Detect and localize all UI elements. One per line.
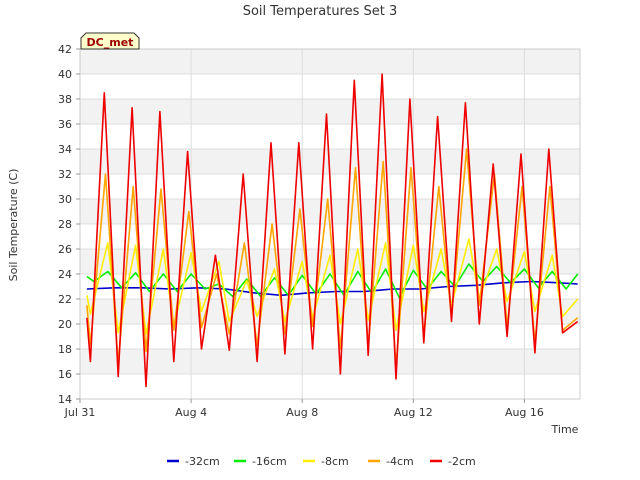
- legend-label: -32cm: [185, 455, 220, 468]
- series-line-minus-2cm: [86, 73, 579, 388]
- legend-label: -16cm: [252, 455, 287, 468]
- y-tick-label: 18: [58, 343, 72, 356]
- y-tick-label: 38: [58, 93, 72, 106]
- site-label-badge: DC_met: [80, 32, 140, 50]
- y-tick-label: 20: [58, 318, 72, 331]
- x-tick-label: Jul 31: [64, 406, 96, 419]
- y-tick-label: 14: [58, 393, 72, 406]
- plot-band: [80, 349, 580, 374]
- x-tick-label: Aug 8: [286, 406, 318, 419]
- y-tick-label: 30: [58, 193, 72, 206]
- x-axis-label: Time: [551, 423, 579, 436]
- legend-label: -4cm: [386, 455, 414, 468]
- plot-band: [80, 49, 580, 74]
- y-tick-label: 22: [58, 293, 72, 306]
- y-tick-label: 32: [58, 168, 72, 181]
- site-label: DC_met: [87, 36, 134, 49]
- series-lines: [86, 73, 579, 388]
- series-line-minus-16cm: [86, 263, 579, 299]
- legend: -32cm -16cm -8cm -4cm -2cm: [167, 455, 476, 468]
- y-tick-label: 40: [58, 68, 72, 81]
- y-tick-label: 24: [58, 268, 72, 281]
- y-axis-label: Soil Temperature (C): [7, 169, 20, 282]
- legend-label: -8cm: [321, 455, 349, 468]
- y-tick-label: 34: [58, 143, 72, 156]
- y-tick-label: 26: [58, 243, 72, 256]
- x-tick-label: Aug 12: [394, 406, 433, 419]
- y-tick-label: 16: [58, 368, 72, 381]
- x-axis-ticks: Jul 31 Aug 4 Aug 8 Aug 12 Aug 16: [64, 399, 544, 419]
- chart-title: Soil Temperatures Set 3: [243, 4, 398, 19]
- y-tick-label: 28: [58, 218, 72, 231]
- y-tick-label: 42: [58, 43, 72, 56]
- y-axis-ticks: 14 16 18 20 22 24 26 28 30 32 34 36 38 40 42: [58, 43, 80, 406]
- plot-band: [80, 99, 580, 124]
- plot-band: [80, 299, 580, 324]
- legend-label: -2cm: [448, 455, 476, 468]
- y-tick-label: 36: [58, 118, 72, 131]
- x-tick-label: Aug 16: [505, 406, 544, 419]
- x-tick-label: Aug 4: [175, 406, 207, 419]
- site-label-box: [80, 32, 140, 50]
- series-line-minus-8cm: [86, 238, 579, 335]
